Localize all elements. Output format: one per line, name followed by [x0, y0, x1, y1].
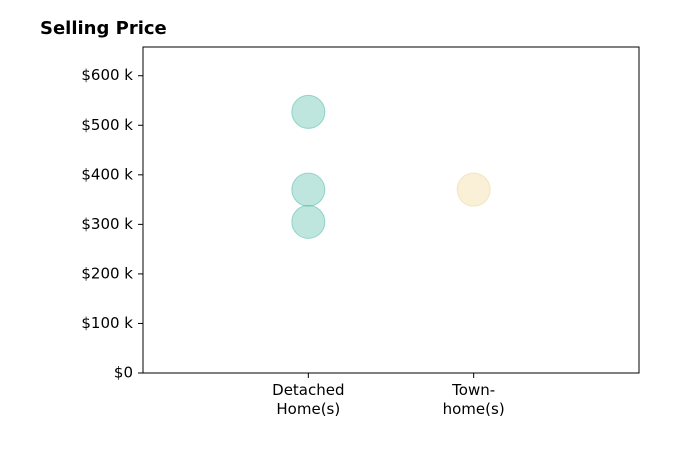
x-tick-label: Detached Home(s): [272, 381, 345, 418]
y-tick-label: $200 k: [81, 264, 133, 282]
chart-title: Selling Price: [40, 18, 167, 39]
point: [456, 172, 491, 207]
y-tick-label: $100 k: [81, 314, 133, 332]
y-tick-label: $0: [114, 364, 133, 382]
y-tick-label: $400 k: [81, 165, 133, 183]
y-tick-label: $300 k: [81, 215, 133, 233]
y-tick-label: $600 k: [81, 66, 133, 84]
point: [291, 94, 326, 129]
y-tick-label: $500 k: [81, 116, 133, 134]
point: [291, 172, 326, 207]
x-tick-label: Town- home(s): [442, 381, 505, 418]
point: [291, 204, 326, 239]
plot-frame: [142, 46, 640, 374]
